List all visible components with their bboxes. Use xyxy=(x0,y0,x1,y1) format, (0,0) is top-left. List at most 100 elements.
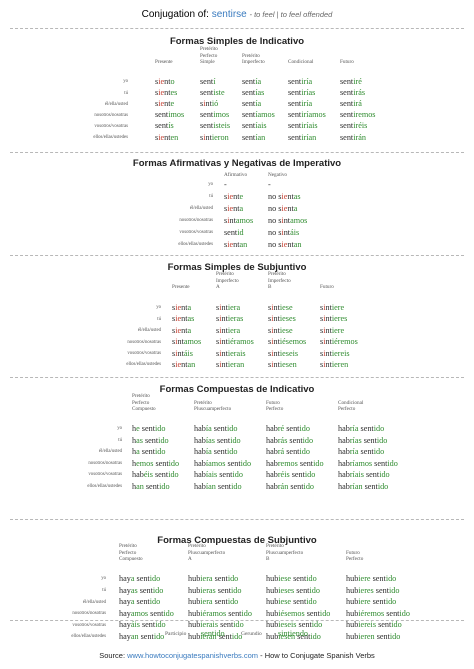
section-divider xyxy=(10,519,464,520)
conjugated-form: sentiste xyxy=(200,88,225,98)
conjugated-form: sintieron xyxy=(200,132,229,142)
pronoun-label: él/ella/usted xyxy=(104,101,128,107)
conjugated-form: habría sentido xyxy=(338,447,385,456)
pronoun-label: nosotros/nosotras xyxy=(179,218,213,224)
column-header: Condicional xyxy=(288,59,314,66)
conjugated-form: sentid xyxy=(224,227,244,237)
participle-value: sentido xyxy=(201,629,225,638)
pronoun-label: vosotros/vosotras xyxy=(88,472,122,478)
conjugated-form: hubiéremos sentido xyxy=(346,608,410,618)
conjugated-form: hemos sentido xyxy=(132,458,180,468)
conjugated-form: sintiesen xyxy=(268,360,297,369)
column-header: Pretérito Pluscuamperfecto xyxy=(194,399,232,413)
conjugated-form: hubierais sentido xyxy=(188,620,244,630)
pronoun-label: yo xyxy=(123,79,128,85)
conjugated-form: hubiera sentido xyxy=(188,597,239,607)
conjugated-form: hubieren sentido xyxy=(346,632,401,641)
section-title: Formas Compuestas de Indicativo xyxy=(159,384,315,395)
source-prefix: Source: xyxy=(99,651,126,660)
pronoun-label: nosotros/nosotras xyxy=(88,460,122,466)
conjugated-form: sintiera xyxy=(216,325,241,335)
conjugated-form: hubiesen sentido xyxy=(266,632,321,641)
conjugated-form: has sentido xyxy=(132,435,169,445)
conjugated-form: había sentido xyxy=(194,424,238,433)
conjugated-form: habíais sentido xyxy=(194,470,243,479)
conjugated-form: sintiese xyxy=(268,303,293,312)
conjugated-form: habrás sentido xyxy=(266,435,314,445)
conjugated-form: sentiríais xyxy=(288,121,318,131)
pronoun-label: él/ella/usted xyxy=(98,449,122,455)
column-header: Pretérito Imperfecto xyxy=(242,52,265,66)
conjugated-form: hubiereis sentido xyxy=(346,620,402,630)
conjugated-form: sintamos xyxy=(172,337,202,347)
conjugated-form: habían sentido xyxy=(194,481,242,491)
title-translation: - to feel | to feel offended xyxy=(249,10,333,19)
gerund-label: Gerundio xyxy=(241,631,262,637)
column-header: Negativo xyxy=(268,172,288,178)
conjugated-form: siento xyxy=(155,77,175,86)
conjugated-form: habríamos sentido xyxy=(338,458,398,468)
conjugated-form: sentías xyxy=(242,88,265,98)
conjugated-form: habré sentido xyxy=(266,424,310,433)
conjugated-form: sentiréis xyxy=(340,121,368,131)
pronoun-label: él/ella/usted xyxy=(82,599,106,605)
conjugated-form: hubiera sentido xyxy=(188,574,239,583)
conjugated-form: hubieran sentido xyxy=(188,632,243,641)
conjugated-form: sentisteis xyxy=(200,121,231,131)
conjugated-form: sintiere xyxy=(320,325,345,335)
section-divider xyxy=(10,377,464,378)
conjugated-form: sintiere xyxy=(320,303,345,312)
conjugated-form: sintieren xyxy=(320,360,349,369)
column-header: Pretérito Imperfecto A xyxy=(216,271,239,291)
source-footer: Source: www.howtoconjugatespanishverbs.c… xyxy=(0,651,474,660)
pronoun-label: él/ella/usted xyxy=(137,328,161,334)
conjugated-form: no sientas xyxy=(268,191,301,201)
conjugated-form: no sintamos xyxy=(268,215,308,225)
pronoun-label: yo xyxy=(156,305,161,311)
pronoun-label: vosotros/vosotras xyxy=(127,351,161,356)
column-header: Pretérito Perfecto Compuesto xyxy=(119,543,143,563)
conjugated-form: sienta xyxy=(172,325,192,335)
conjugated-form: habremos sentido xyxy=(266,458,324,468)
conjugated-form: sintáis xyxy=(172,348,193,358)
column-header: Condicional Perfecto xyxy=(338,399,364,413)
conjugated-form: habréis sentido xyxy=(266,470,316,479)
conjugated-form: habéis sentido xyxy=(132,470,179,479)
conjugated-form: sintieses xyxy=(268,314,296,324)
conjugated-form: sintierais xyxy=(216,348,246,358)
conjugated-form: sintió xyxy=(200,99,219,109)
source-link[interactable]: www.howtoconjugatespanishverbs.com xyxy=(127,651,259,660)
conjugated-form: sentimos xyxy=(200,110,230,120)
conjugated-form: hubiese sentido xyxy=(266,574,317,583)
conjugated-form: hubiésemos sentido xyxy=(266,608,331,618)
pronoun-label: nosotros/nosotras xyxy=(72,611,106,617)
participle-gerund-row: Participio sentido Gerundio sintiendo xyxy=(0,628,474,640)
conjugated-form: sintieres xyxy=(320,314,348,324)
conjugated-form: sentíais xyxy=(242,121,267,131)
pronoun-label: tú xyxy=(102,588,106,593)
pronoun-label: vosotros/vosotras xyxy=(72,622,106,628)
conjugated-form: sentiríamos xyxy=(288,110,326,120)
conjugated-form: sentí xyxy=(200,77,216,86)
conjugated-form: hubieseis sentido xyxy=(266,620,323,630)
conjugated-form: sentirás xyxy=(340,88,366,98)
conjugated-form: ha sentido xyxy=(132,447,166,456)
conjugated-form: sentíamos xyxy=(242,110,275,120)
conjugated-form: haya sentido xyxy=(119,574,161,583)
conjugated-form: sintamos xyxy=(224,215,254,225)
conjugated-form: - xyxy=(224,180,227,189)
conjugated-form: habrá sentido xyxy=(266,447,310,456)
conjugated-form: hayáis sentido xyxy=(119,620,166,630)
conjugated-form: habríais sentido xyxy=(338,470,390,479)
section-divider xyxy=(10,255,464,256)
conjugated-form: hubiere sentido xyxy=(346,574,397,583)
conjugated-form: hubiere sentido xyxy=(346,597,397,607)
conjugated-form: sintiera xyxy=(216,303,241,312)
conjugated-form: sentirá xyxy=(340,99,362,109)
pronoun-label: nosotros/nosotras xyxy=(94,112,128,118)
pronoun-label: tú xyxy=(124,90,128,96)
conjugated-form: sientan xyxy=(224,239,248,249)
column-header: Presente xyxy=(155,59,173,66)
conjugated-form: sintieran xyxy=(216,360,245,369)
conjugated-form: hubieses sentido xyxy=(266,585,320,595)
